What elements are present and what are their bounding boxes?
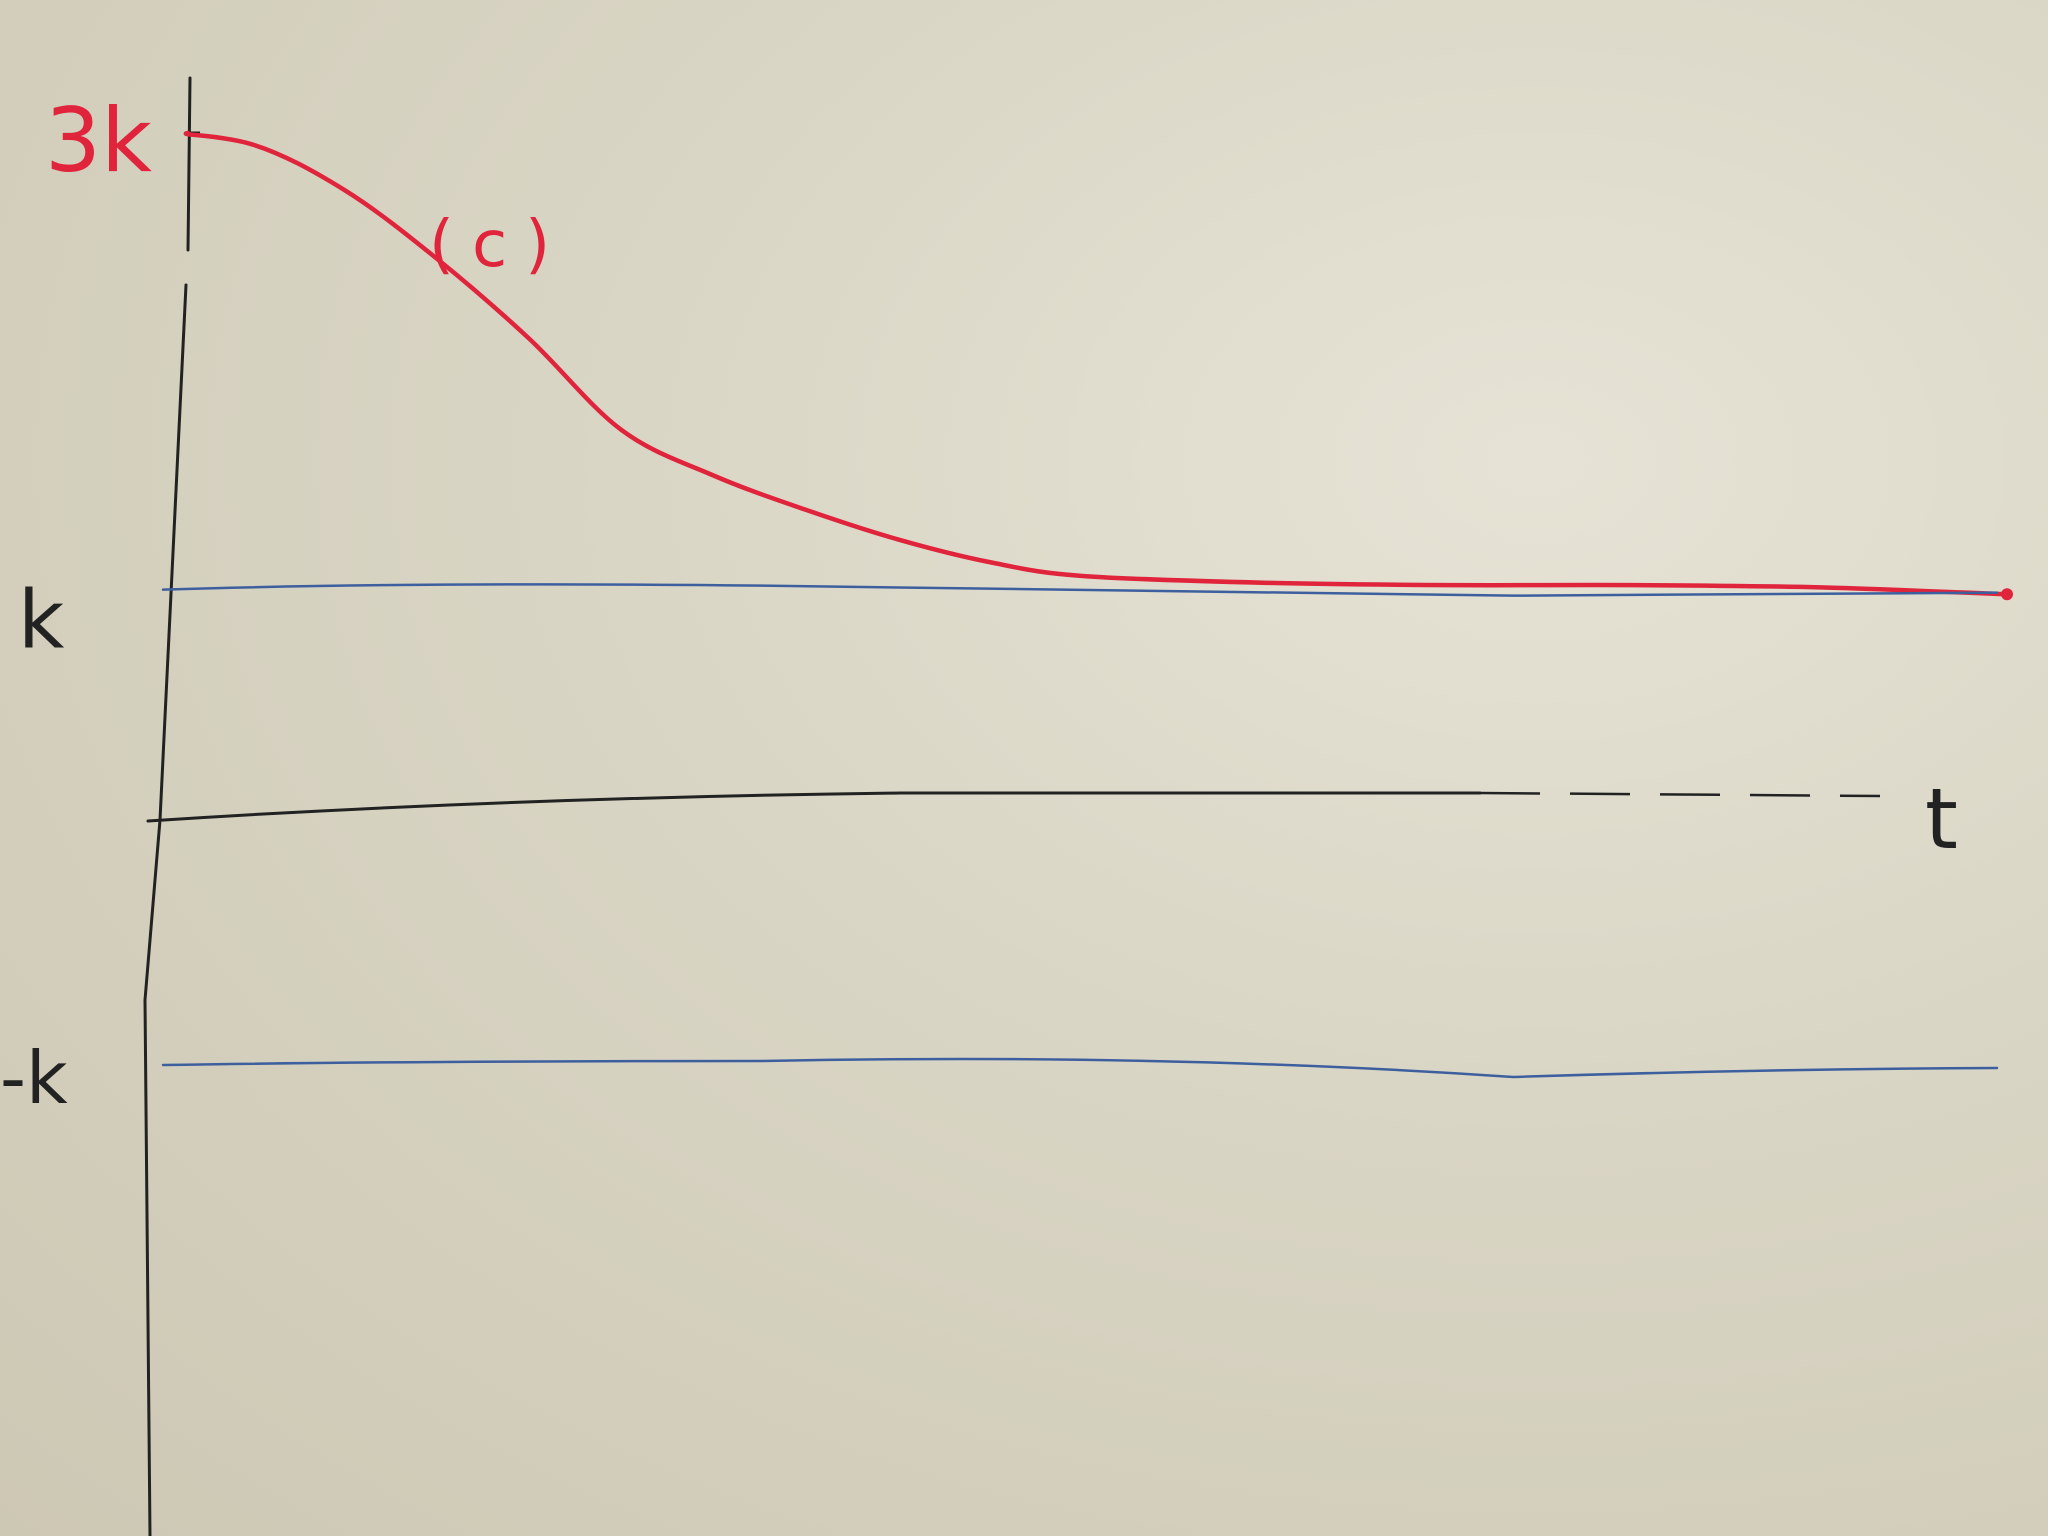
axes bbox=[143, 76, 1881, 1536]
solution-curve-end-point bbox=[2001, 588, 2013, 601]
x-axis-dashed-tail bbox=[1479, 791, 1881, 798]
x-axis-label: t bbox=[1925, 770, 1958, 868]
solution-curve-c bbox=[183, 130, 2008, 597]
labels-layer: 3k k -k t (c) bbox=[0, 89, 1958, 1120]
y-tick-label-2: -k bbox=[0, 1036, 68, 1120]
annotation-0: (c) bbox=[429, 208, 568, 282]
x-axis bbox=[146, 791, 1482, 823]
y-tick-label-0: 3k bbox=[45, 89, 152, 192]
equilibrium-line-minus-k bbox=[161, 1057, 1999, 1079]
series-layer bbox=[161, 130, 2013, 1079]
y-axis bbox=[143, 76, 192, 1536]
y-tick-label-1: k bbox=[18, 574, 65, 667]
equilibrium-line-k bbox=[161, 583, 1999, 597]
